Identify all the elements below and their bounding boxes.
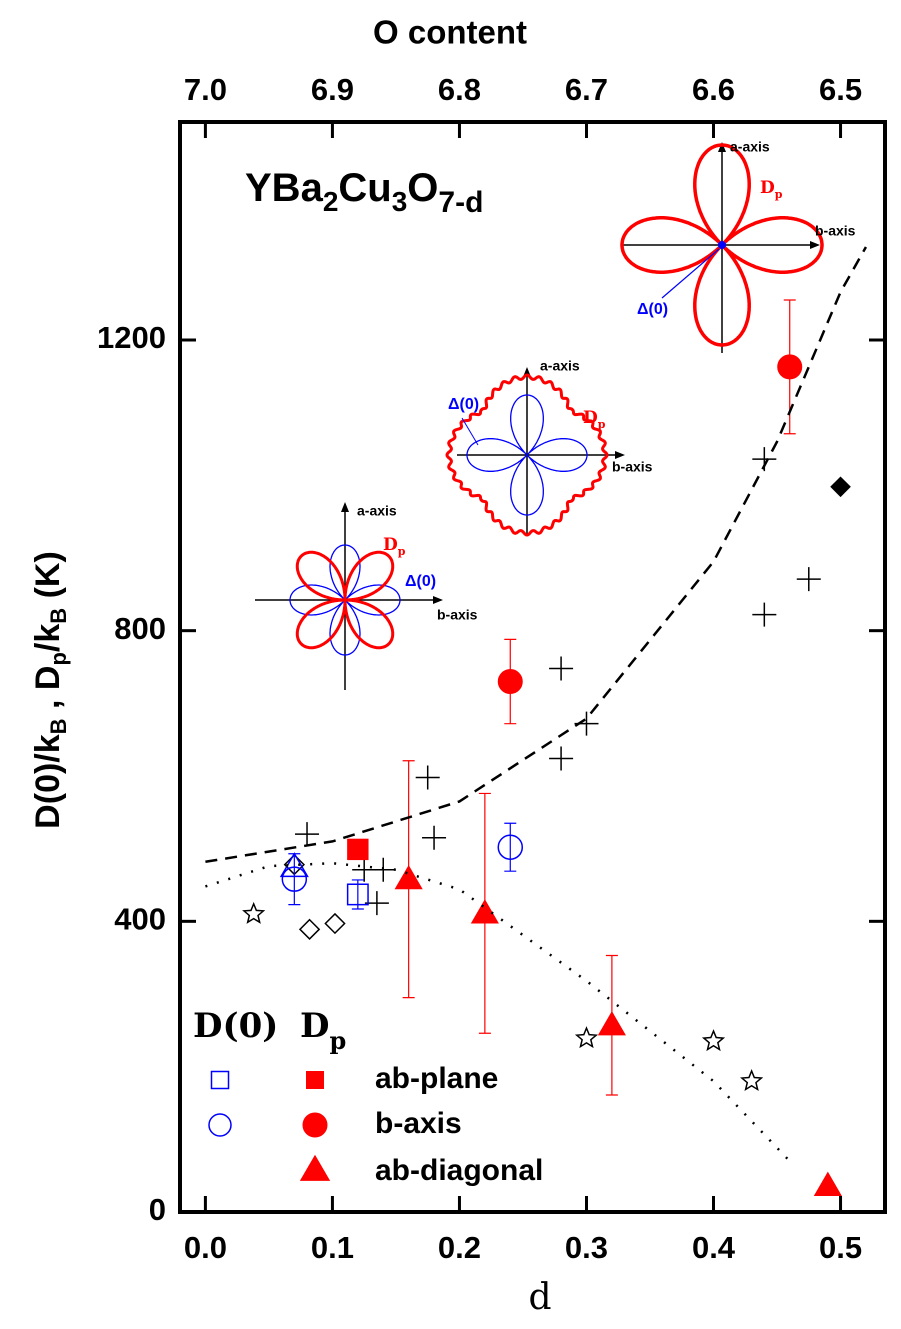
marker-triangle bbox=[394, 864, 423, 890]
legend-label: ab-diagonal bbox=[375, 1154, 543, 1187]
dp-sub: p bbox=[398, 545, 406, 558]
plot-frame bbox=[178, 120, 887, 1214]
marker-plus bbox=[364, 891, 389, 916]
marker-circle bbox=[777, 354, 803, 380]
marker-circle bbox=[302, 1112, 328, 1138]
dp-curve bbox=[295, 550, 395, 650]
marker-diamond bbox=[298, 918, 321, 940]
legend-header: Dp bbox=[300, 1006, 346, 1055]
marker-star bbox=[740, 1069, 764, 1092]
inset-label: a-axis bbox=[540, 358, 580, 374]
marker-star bbox=[701, 1029, 726, 1052]
y-tick-label: 800 bbox=[114, 611, 166, 646]
inset-label: Δ(0) bbox=[637, 301, 668, 318]
inset-label: b-axis bbox=[437, 607, 478, 623]
inset-dp: Dp bbox=[383, 535, 406, 559]
inset-dp: Dp bbox=[583, 408, 606, 432]
marker-circle bbox=[208, 1113, 232, 1137]
legend-header-text: D bbox=[300, 1006, 329, 1046]
error-bar bbox=[504, 822, 517, 872]
y-label: D(0)/kB , Dp/kB (K) bbox=[29, 551, 71, 829]
curve-dashed bbox=[205, 246, 868, 863]
inset-label: Δ(0) bbox=[448, 396, 479, 413]
marker-circle bbox=[497, 669, 523, 695]
legend-header: D(0) bbox=[193, 1006, 278, 1046]
y-tick-label: 1200 bbox=[97, 320, 166, 355]
curve-dotted bbox=[205, 861, 791, 1162]
marker-square bbox=[306, 1071, 324, 1089]
arrow-head bbox=[433, 596, 443, 604]
x-tick-label: 0.2 bbox=[438, 1230, 481, 1265]
x-tick-label: 0.5 bbox=[819, 1230, 862, 1265]
dp-text: D bbox=[583, 408, 598, 428]
inset-label: b-axis bbox=[612, 459, 653, 475]
gap-pointer bbox=[661, 248, 720, 299]
marker-diamond bbox=[830, 476, 851, 498]
dp-curve bbox=[445, 373, 609, 537]
arrow-head bbox=[615, 451, 625, 459]
legend-header-sub: p bbox=[329, 1026, 346, 1055]
marker-square bbox=[210, 1070, 230, 1090]
inset-label: a-axis bbox=[730, 139, 770, 155]
marker-triangle bbox=[470, 899, 499, 924]
x-tick-label: 0.4 bbox=[692, 1230, 736, 1265]
dp-curve bbox=[620, 143, 824, 347]
marker-circle bbox=[281, 866, 308, 892]
legend-label: ab-plane bbox=[375, 1062, 498, 1095]
dp-sub: p bbox=[598, 418, 606, 431]
arrow-head bbox=[718, 142, 726, 152]
x2-tick-label: 7.0 bbox=[184, 72, 227, 107]
gap-curve bbox=[289, 544, 401, 656]
y-tick-label: 400 bbox=[114, 902, 166, 937]
marker-square bbox=[347, 838, 369, 861]
marker-plus bbox=[422, 825, 447, 850]
marker-triangle bbox=[813, 1171, 842, 1196]
inset-dp: Dp bbox=[760, 178, 783, 202]
x2-label: O content bbox=[373, 14, 527, 51]
gap-curve bbox=[466, 394, 588, 516]
marker-plus bbox=[295, 822, 320, 847]
legend-header-text: D(0) bbox=[193, 1006, 278, 1046]
inset-axes bbox=[457, 370, 622, 535]
dp-sub: p bbox=[775, 188, 783, 201]
marker-star bbox=[574, 1026, 599, 1049]
gap-dot bbox=[718, 241, 726, 249]
inset-label: a-axis bbox=[357, 503, 397, 519]
x2-tick-label: 6.6 bbox=[692, 72, 735, 107]
marker-plus bbox=[549, 746, 574, 771]
marker-star bbox=[242, 901, 266, 924]
x2-tick-label: 6.8 bbox=[438, 72, 481, 107]
marker-circle bbox=[497, 834, 524, 860]
x-tick-label: 0.1 bbox=[311, 1230, 354, 1265]
marker-plus bbox=[549, 656, 574, 681]
y-tick-label: 0 bbox=[149, 1192, 166, 1227]
dp-text: D bbox=[383, 535, 398, 555]
arrow-head bbox=[341, 502, 349, 512]
marker-diamond bbox=[324, 912, 346, 935]
marker-plus bbox=[796, 567, 821, 592]
x2-tick-label: 6.5 bbox=[819, 72, 862, 107]
x2-tick-label: 6.9 bbox=[311, 72, 354, 107]
arrow-head bbox=[810, 241, 820, 249]
dp-text: D bbox=[760, 178, 775, 198]
inset-label: Δ(0) bbox=[405, 573, 436, 590]
inset-label: b-axis bbox=[815, 223, 856, 239]
x-label: d bbox=[528, 1277, 551, 1318]
x2-tick-label: 6.7 bbox=[565, 72, 608, 107]
marker-triangle bbox=[299, 1154, 331, 1181]
x-tick-label: 0.3 bbox=[565, 1230, 608, 1265]
marker-plus bbox=[371, 857, 396, 882]
gap-pointer bbox=[461, 417, 479, 446]
marker-square bbox=[346, 883, 369, 906]
marker-plus bbox=[752, 602, 777, 627]
marker-plus bbox=[415, 765, 440, 790]
marker-triangle bbox=[597, 1011, 626, 1036]
x-tick-label: 0.0 bbox=[184, 1230, 227, 1265]
legend-label: b-axis bbox=[375, 1107, 462, 1140]
formula: YBa2Cu3O7-d bbox=[245, 166, 483, 219]
